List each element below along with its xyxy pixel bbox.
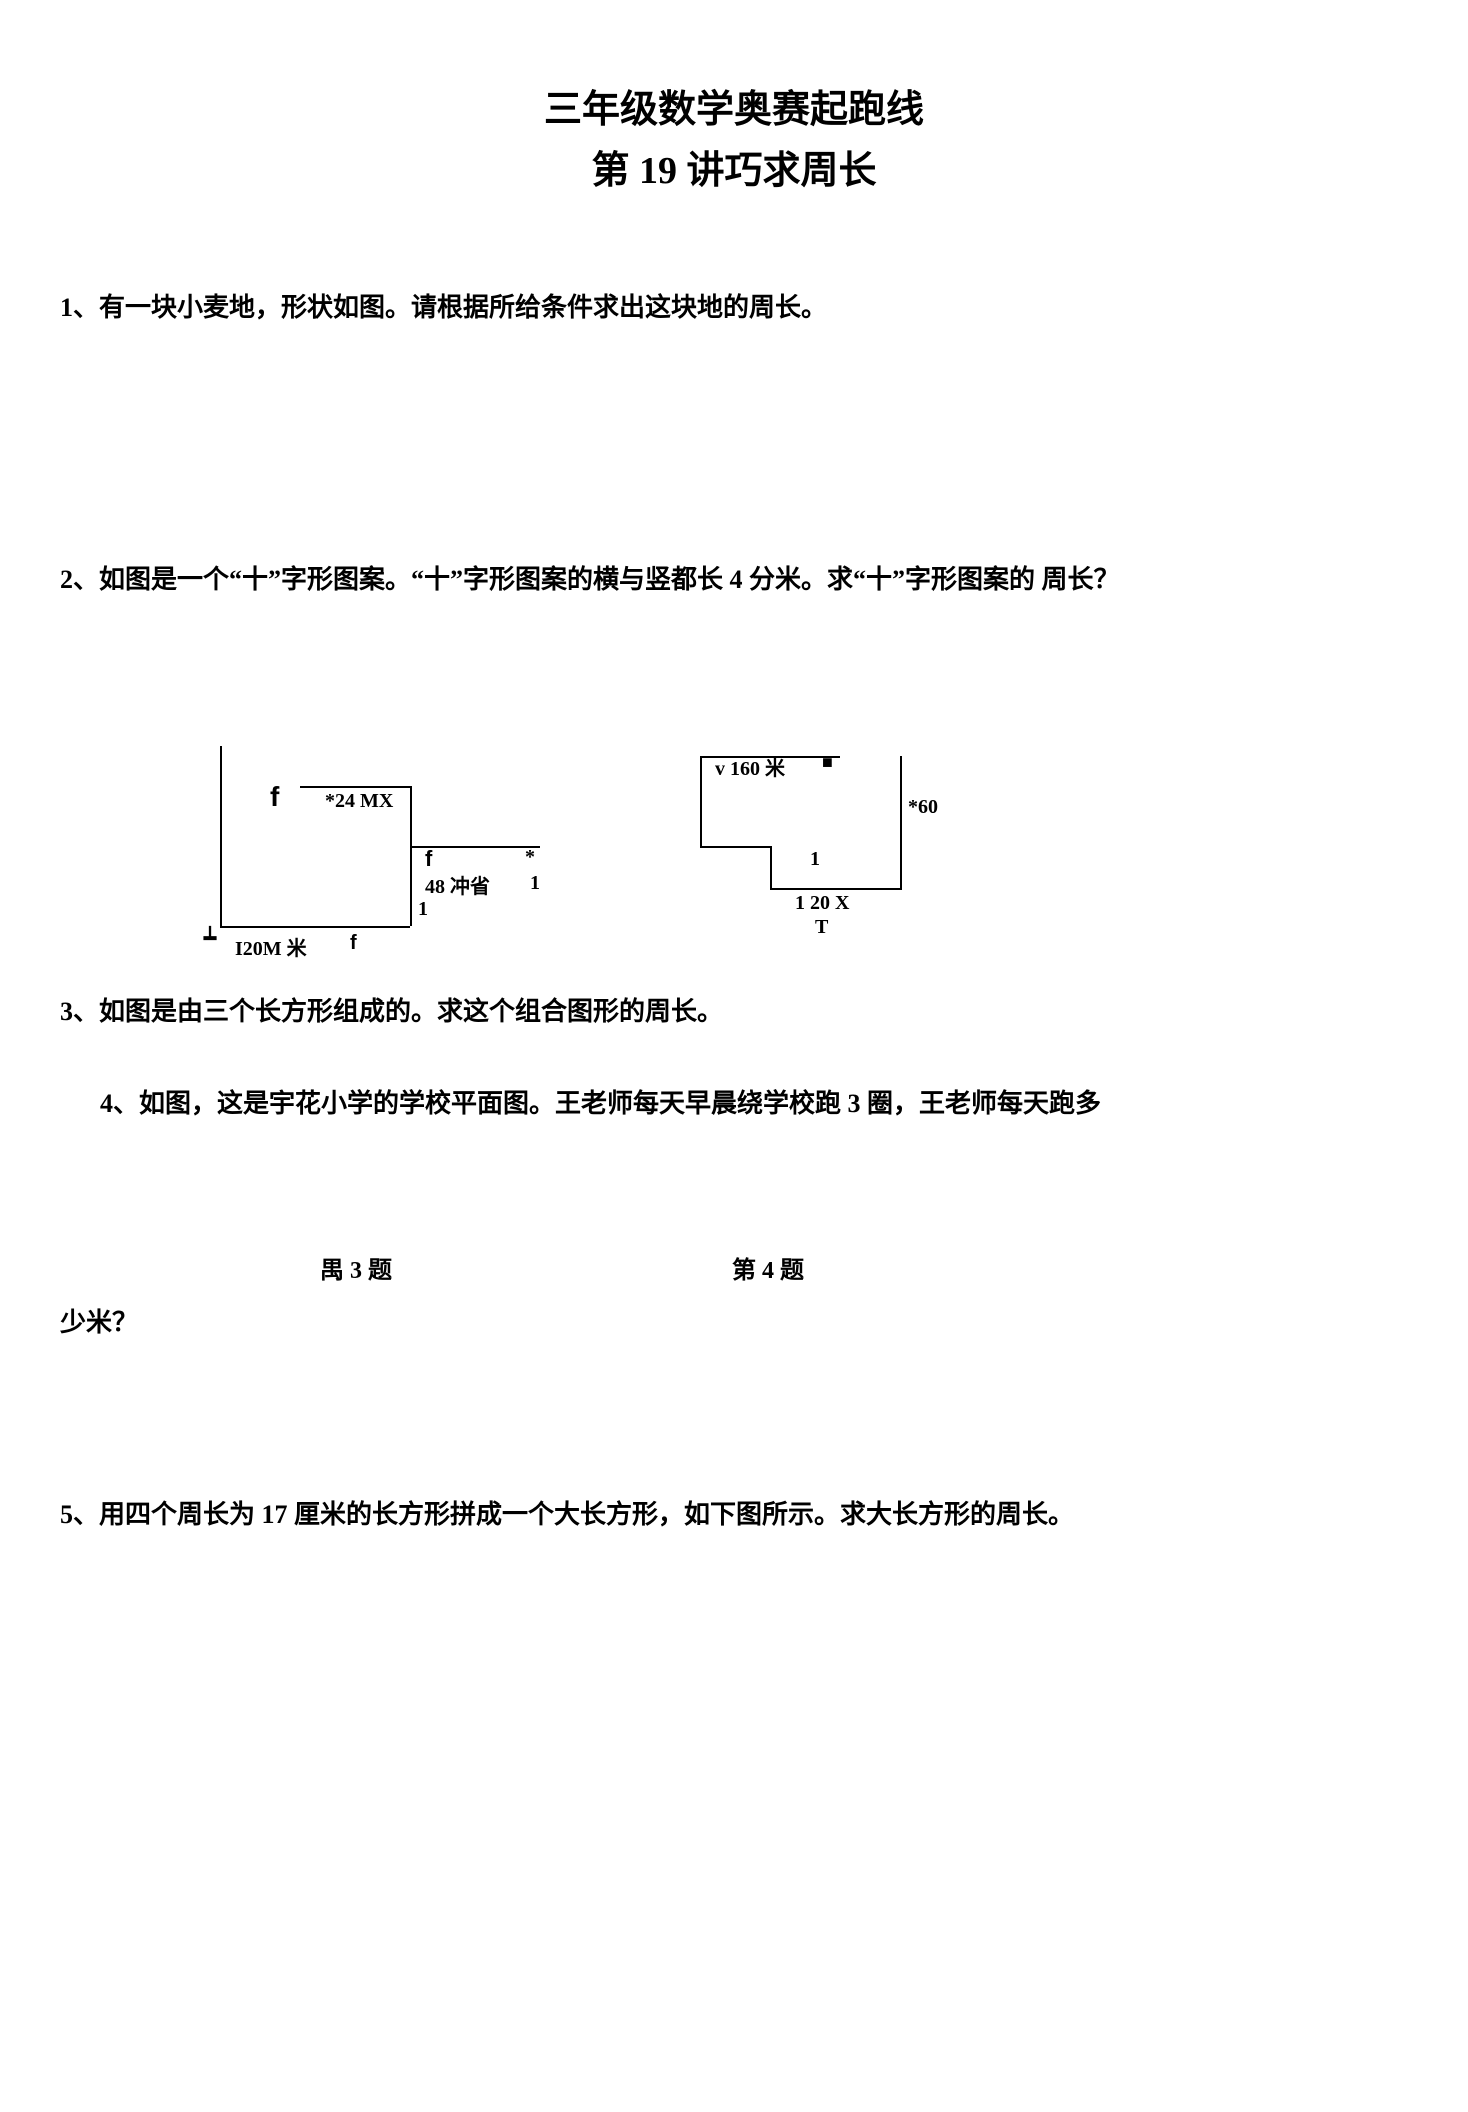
diagram-label: *60 bbox=[908, 796, 938, 819]
line-segment bbox=[770, 888, 900, 890]
line-segment bbox=[700, 846, 770, 848]
line-segment bbox=[700, 756, 702, 846]
diagram-label: I20M 米 bbox=[235, 932, 307, 961]
line-segment bbox=[770, 846, 772, 890]
diagram-label: 1 bbox=[418, 898, 428, 921]
line-segment bbox=[220, 746, 222, 926]
title-block: 三年级数学奥赛起跑线 第 19 讲巧求周长 bbox=[60, 80, 1408, 202]
diagram-label: f bbox=[350, 932, 357, 955]
question-5: 5、用四个周长为 17 厘米的长方形拼成一个大长方形，如下图所示。求大长方形的周… bbox=[60, 1489, 1408, 1541]
diagram-label: f bbox=[270, 781, 279, 813]
line-segment bbox=[900, 756, 902, 890]
diagram-label: f bbox=[425, 846, 432, 872]
diagram-label: 48 冲省 bbox=[425, 870, 490, 899]
diagram-label: ■ bbox=[822, 752, 833, 773]
diagram-label: T bbox=[815, 916, 828, 939]
diagram-label: ┷ bbox=[204, 926, 216, 951]
line-segment bbox=[220, 926, 410, 928]
caption-q4: 第 4 题 bbox=[732, 1250, 804, 1285]
question-2: 2、如图是一个“十”字形图案。“十”字形图案的横与竖都长 4 分米。求“十”字形… bbox=[60, 554, 1408, 606]
diagram-label: 1 20 X bbox=[795, 892, 849, 915]
title-line-2: 第 19 讲巧求周长 bbox=[60, 141, 1408, 202]
caption-q3: 禺 3 题 bbox=[320, 1250, 392, 1285]
line-segment bbox=[300, 786, 410, 788]
diagram-label: 1 bbox=[530, 872, 540, 895]
diagram-label: *24 MX bbox=[325, 790, 393, 813]
line-segment bbox=[410, 786, 412, 848]
question-4-tail: 少米？ bbox=[60, 1297, 1408, 1349]
title-line-1: 三年级数学奥赛起跑线 bbox=[60, 80, 1408, 141]
question-4: 4、如图，这是宇花小学的学校平面图。王老师每天早晨绕学校跑 3 圈，王老师每天跑… bbox=[100, 1078, 1408, 1130]
diagram-question-4: v 160 米 ■ *60 1 1 20 X T bbox=[660, 746, 980, 946]
question-1: 1、有一块小麦地，形状如图。请根据所给条件求出这块地的周长。 bbox=[60, 282, 1408, 334]
question-3: 3、如图是由三个长方形组成的。求这个组合图形的周长。 bbox=[60, 986, 1408, 1038]
figure-captions: 禺 3 题 第 4 题 bbox=[60, 1250, 1408, 1285]
diagram-label: 1 bbox=[810, 848, 820, 871]
diagram-label: v 160 米 bbox=[715, 752, 785, 781]
diagram-question-3: f *24 MX f * 48 冲省 1 1 ┷ I20M 米 f bbox=[180, 746, 540, 946]
line-segment bbox=[410, 846, 412, 926]
diagram-label: * bbox=[525, 846, 535, 869]
diagram-row: f *24 MX f * 48 冲省 1 1 ┷ I20M 米 f v 160 … bbox=[180, 746, 1408, 946]
